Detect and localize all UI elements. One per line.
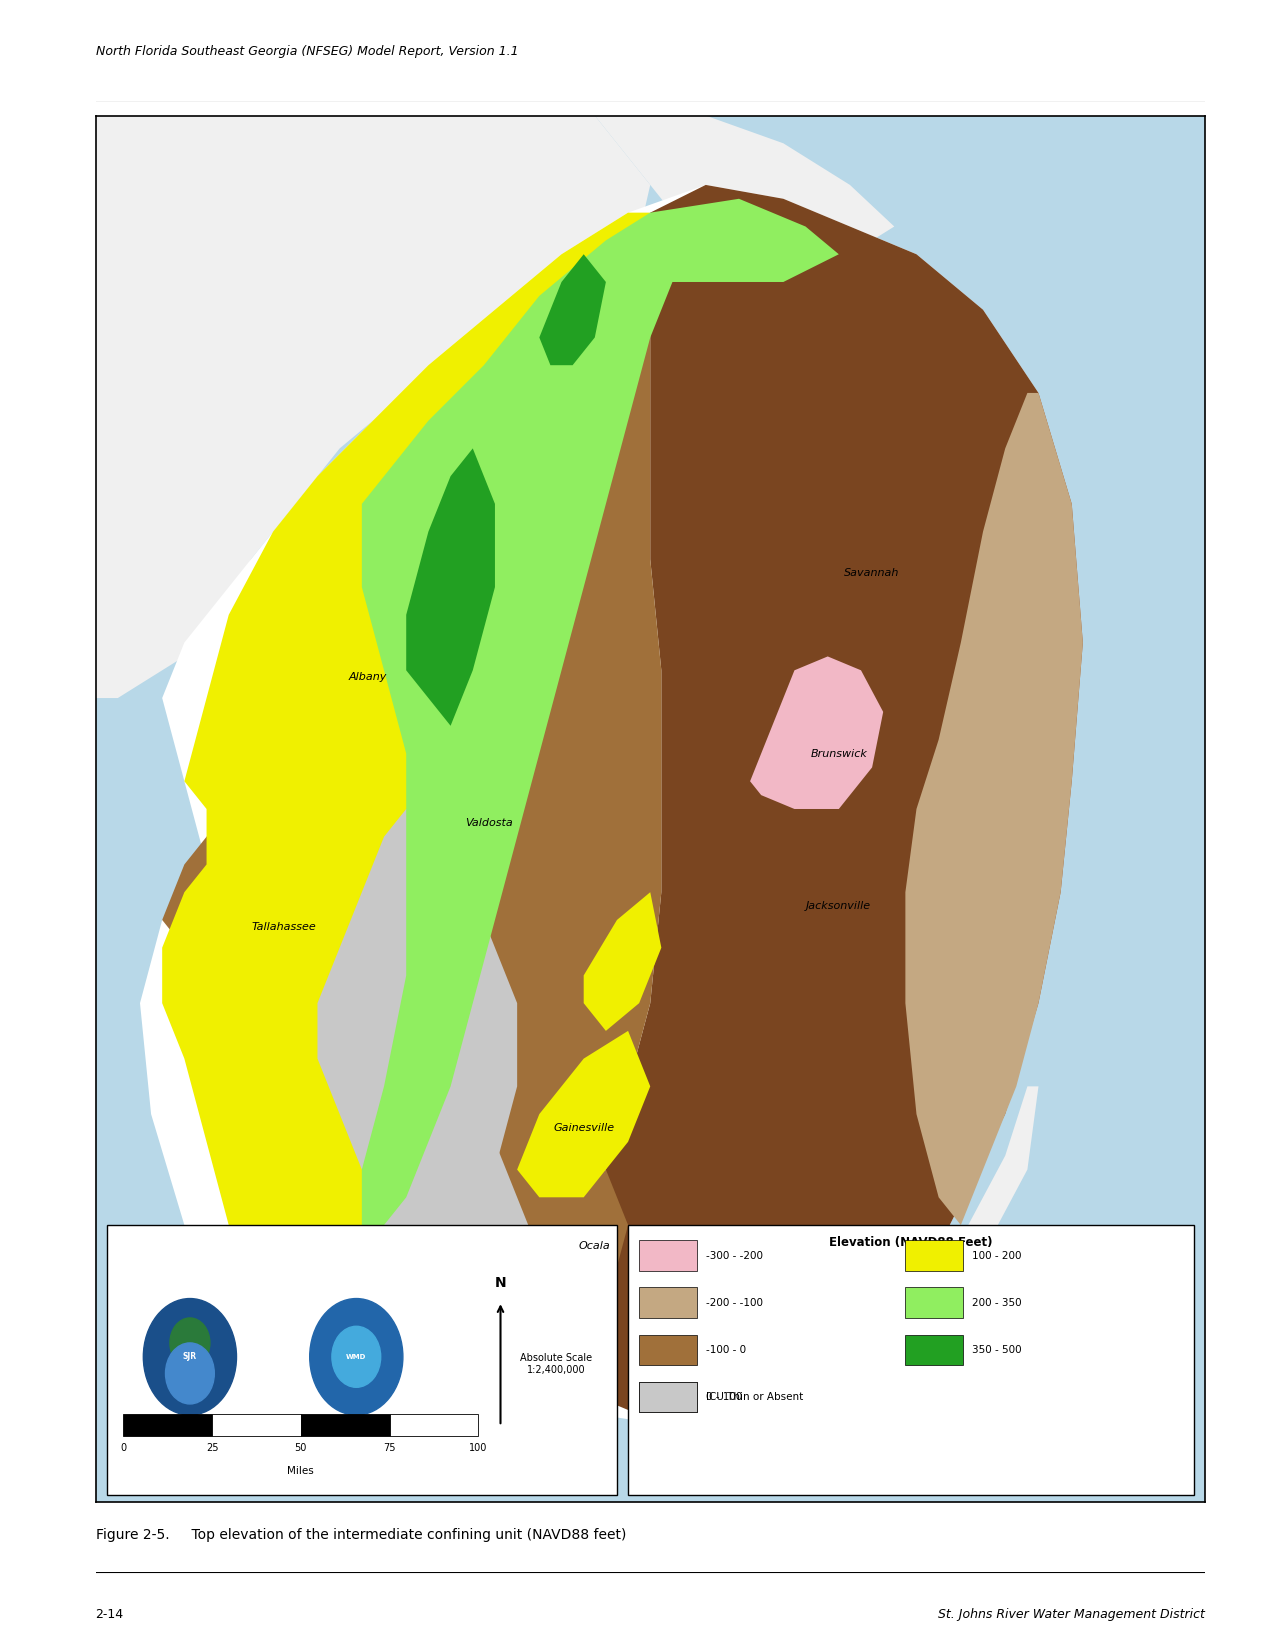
Text: 0 - 100: 0 - 100 xyxy=(706,1392,742,1402)
Text: Ocala: Ocala xyxy=(579,1242,611,1251)
Text: Brunswick: Brunswick xyxy=(811,748,867,758)
Text: 75: 75 xyxy=(384,1443,395,1453)
Bar xyxy=(905,1334,963,1365)
Bar xyxy=(212,1413,301,1436)
Circle shape xyxy=(143,1299,236,1415)
Text: 0: 0 xyxy=(120,1443,126,1453)
Text: Savannah: Savannah xyxy=(844,568,900,578)
Text: WMD: WMD xyxy=(346,1354,366,1360)
Bar xyxy=(905,1288,963,1317)
Bar xyxy=(639,1334,697,1365)
Polygon shape xyxy=(362,198,839,1225)
Bar xyxy=(301,1413,390,1436)
Text: 100 - 200: 100 - 200 xyxy=(972,1250,1021,1261)
Polygon shape xyxy=(96,116,650,698)
Bar xyxy=(639,1240,697,1271)
Polygon shape xyxy=(384,1114,584,1392)
Circle shape xyxy=(170,1317,210,1369)
Text: Albany: Albany xyxy=(348,672,386,682)
Text: 200 - 350: 200 - 350 xyxy=(972,1298,1021,1308)
Polygon shape xyxy=(584,892,662,1030)
Bar xyxy=(639,1382,697,1412)
FancyBboxPatch shape xyxy=(629,1225,1193,1496)
Text: Gainesville: Gainesville xyxy=(553,1123,615,1133)
Bar xyxy=(639,1288,697,1317)
Polygon shape xyxy=(473,1169,629,1392)
Text: ICU Thin or Absent: ICU Thin or Absent xyxy=(706,1392,803,1402)
Circle shape xyxy=(332,1326,381,1387)
Circle shape xyxy=(310,1299,403,1415)
Text: -100 - 0: -100 - 0 xyxy=(706,1346,746,1355)
Text: Jacksonville: Jacksonville xyxy=(806,901,871,911)
Polygon shape xyxy=(162,781,317,948)
FancyBboxPatch shape xyxy=(107,1225,617,1496)
Polygon shape xyxy=(317,809,518,1253)
Bar xyxy=(390,1413,478,1436)
Text: 350 - 500: 350 - 500 xyxy=(972,1346,1021,1355)
Text: 25: 25 xyxy=(205,1443,218,1453)
Polygon shape xyxy=(140,185,1082,1420)
Text: 2-14: 2-14 xyxy=(96,1608,124,1621)
Polygon shape xyxy=(927,1086,1038,1308)
Text: SJR: SJR xyxy=(182,1352,196,1362)
Text: -200 - -100: -200 - -100 xyxy=(706,1298,762,1308)
Text: N: N xyxy=(495,1276,506,1289)
Polygon shape xyxy=(428,254,662,1308)
Polygon shape xyxy=(561,185,1082,1420)
Text: Elevation (NAVD88 Feet): Elevation (NAVD88 Feet) xyxy=(829,1237,993,1250)
Text: 100: 100 xyxy=(469,1443,487,1453)
Text: Figure 2-5.     Top elevation of the intermediate confining unit (NAVD88 feet): Figure 2-5. Top elevation of the interme… xyxy=(96,1529,626,1542)
Bar xyxy=(124,1413,212,1436)
Bar xyxy=(905,1240,963,1271)
Polygon shape xyxy=(905,393,1082,1225)
Text: Tallahassee: Tallahassee xyxy=(252,921,316,931)
Polygon shape xyxy=(717,1266,927,1420)
Bar xyxy=(639,1382,697,1412)
Polygon shape xyxy=(750,657,884,809)
Polygon shape xyxy=(594,116,894,254)
Polygon shape xyxy=(407,449,495,726)
Polygon shape xyxy=(539,254,606,365)
Text: Miles: Miles xyxy=(287,1466,314,1476)
Text: St. Johns River Water Management District: St. Johns River Water Management Distric… xyxy=(938,1608,1205,1621)
Polygon shape xyxy=(518,1030,650,1197)
Circle shape xyxy=(166,1342,214,1403)
Text: North Florida Southeast Georgia (NFSEG) Model Report, Version 1.1: North Florida Southeast Georgia (NFSEG) … xyxy=(96,45,518,58)
Polygon shape xyxy=(162,213,650,1308)
Text: Valdosta: Valdosta xyxy=(465,817,514,827)
Text: 50: 50 xyxy=(295,1443,307,1453)
Text: -300 - -200: -300 - -200 xyxy=(706,1250,762,1261)
Text: Absolute Scale
1:2,400,000: Absolute Scale 1:2,400,000 xyxy=(520,1352,592,1375)
